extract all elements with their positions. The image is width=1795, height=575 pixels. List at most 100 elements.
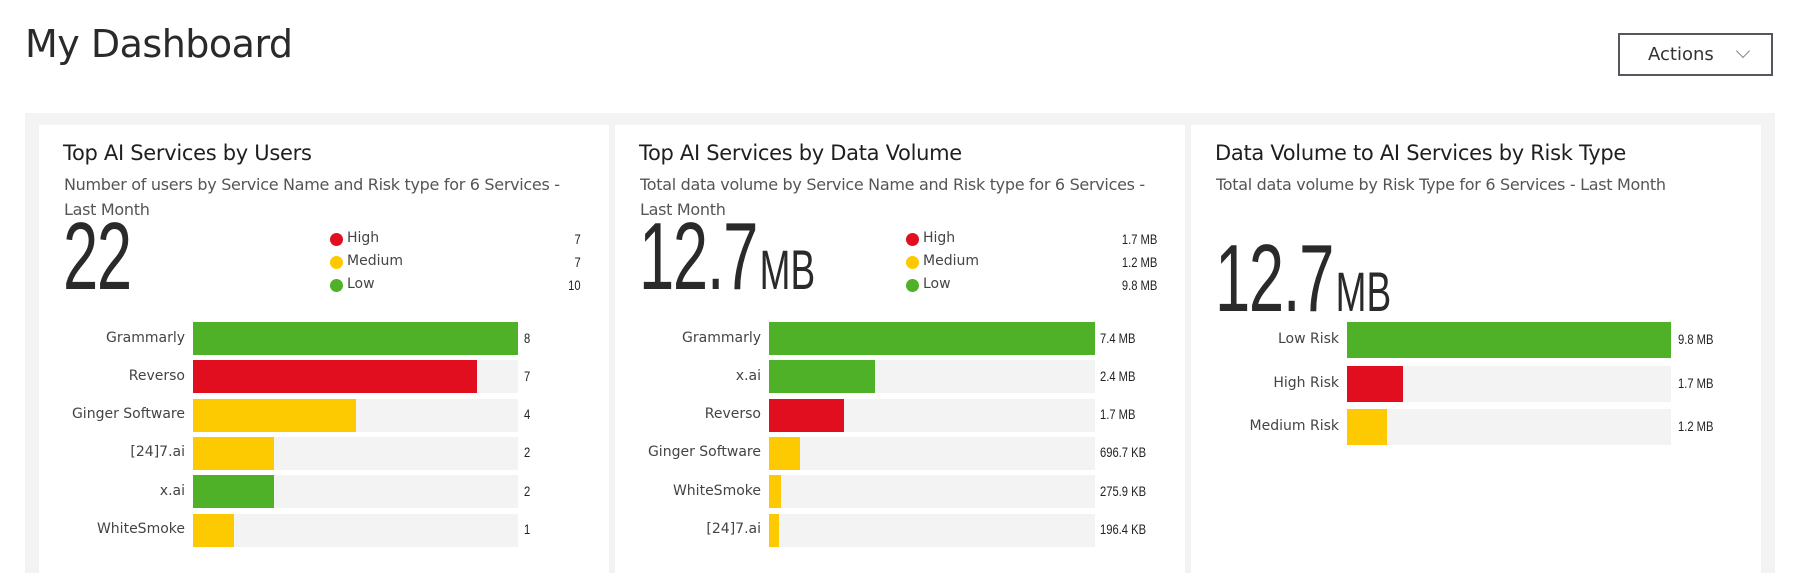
legend-value: 1.2 MB bbox=[1121, 254, 1157, 270]
medium-dot-icon bbox=[330, 256, 343, 269]
total-value: 12.7MB bbox=[639, 209, 815, 305]
bar-track[interactable] bbox=[769, 322, 1095, 355]
legend-value: 7 bbox=[574, 231, 581, 247]
bar-label: WhiteSmoke bbox=[672, 482, 761, 499]
card-title: Data Volume to AI Services by Risk Type bbox=[1215, 141, 1626, 165]
legend-label: Low bbox=[923, 276, 951, 292]
legend-label: High bbox=[923, 230, 956, 246]
bar-track[interactable] bbox=[769, 398, 1095, 432]
total-value: 12.7MB bbox=[1215, 231, 1391, 327]
bar-value-label: 1 bbox=[524, 521, 531, 537]
legend-item-high: High 7 bbox=[330, 229, 581, 252]
total-value: 22 bbox=[63, 209, 133, 305]
bar-label: Medium Risk bbox=[1249, 418, 1339, 434]
bar-track[interactable] bbox=[193, 398, 518, 432]
bar-track[interactable] bbox=[769, 513, 1095, 547]
legend-label: Low bbox=[347, 276, 375, 292]
bar-track[interactable] bbox=[193, 513, 518, 547]
bar-label: Reverso bbox=[704, 406, 761, 423]
bar--24-7-ai[interactable] bbox=[193, 436, 275, 470]
bar-label: Low Risk bbox=[1277, 331, 1339, 347]
bar-x-ai[interactable] bbox=[193, 475, 275, 509]
legend-value: 7 bbox=[574, 254, 581, 270]
card-title: Top AI Services by Data Volume bbox=[639, 141, 962, 165]
bar-x-ai[interactable] bbox=[769, 360, 875, 394]
legend-value: 9.8 MB bbox=[1121, 277, 1157, 293]
bar-track[interactable] bbox=[1347, 322, 1671, 358]
bar-value-label: 7.4 MB bbox=[1100, 329, 1136, 346]
bar-value-label: 196.4 KB bbox=[1100, 521, 1147, 537]
bar-track[interactable] bbox=[769, 360, 1095, 394]
bar-track[interactable] bbox=[193, 475, 518, 509]
bar-label: [24]7.ai bbox=[706, 521, 761, 537]
actions-label: Actions bbox=[1648, 44, 1714, 65]
total-unit: MB bbox=[759, 238, 816, 301]
total-unit: MB bbox=[1335, 260, 1392, 323]
legend: High 1.7 MB Medium 1.2 MB Low 9.8 MB bbox=[906, 229, 1157, 298]
card-subtitle: Total data volume by Risk Type for 6 Ser… bbox=[1216, 175, 1666, 194]
legend-item-medium: Medium 7 bbox=[330, 252, 581, 275]
bar-low-risk[interactable] bbox=[1347, 322, 1671, 358]
bar-track[interactable] bbox=[193, 436, 518, 470]
bar--24-7-ai[interactable] bbox=[769, 513, 779, 547]
legend: High 7 Medium 7 Low 10 bbox=[330, 229, 581, 298]
bar-high-risk[interactable] bbox=[1347, 365, 1404, 402]
bar-track[interactable] bbox=[193, 322, 518, 355]
legend-value: 1.7 MB bbox=[1121, 231, 1157, 247]
bar-value-label: 2 bbox=[524, 444, 531, 461]
bar-grammarly[interactable] bbox=[193, 322, 518, 355]
bar-value-label: 9.8 MB bbox=[1678, 331, 1714, 347]
bar-label: x.ai bbox=[735, 367, 761, 384]
bar-label: WhiteSmoke bbox=[96, 521, 185, 537]
bar-label: Grammarly bbox=[106, 329, 185, 346]
legend-label: Medium bbox=[923, 253, 979, 269]
bar-label: Reverso bbox=[128, 367, 185, 384]
bar-label: [24]7.ai bbox=[130, 444, 185, 461]
card-title: Top AI Services by Users bbox=[63, 141, 312, 165]
legend-item-medium: Medium 1.2 MB bbox=[906, 252, 1157, 275]
bar-value-label: 1.2 MB bbox=[1678, 418, 1714, 434]
bar-track[interactable] bbox=[1347, 365, 1671, 402]
bar-whitesmoke[interactable] bbox=[193, 513, 234, 547]
bar-value-label: 7 bbox=[524, 367, 531, 384]
high-dot-icon bbox=[330, 233, 343, 246]
medium-dot-icon bbox=[906, 256, 919, 269]
low-dot-icon bbox=[906, 279, 919, 292]
bar-grammarly[interactable] bbox=[769, 322, 1095, 355]
bar-value-label: 8 bbox=[524, 329, 531, 346]
bar-value-label: 2.4 MB bbox=[1100, 367, 1136, 384]
bar-ginger-software[interactable] bbox=[193, 398, 356, 432]
bar-medium-risk[interactable] bbox=[1347, 409, 1387, 445]
legend-label: High bbox=[347, 230, 380, 246]
high-dot-icon bbox=[906, 233, 919, 246]
chevron-down-icon bbox=[1735, 43, 1751, 59]
low-dot-icon bbox=[330, 279, 343, 292]
bar-track[interactable] bbox=[193, 360, 518, 394]
legend-label: Medium bbox=[347, 253, 403, 269]
total-number: 12.7 bbox=[1215, 225, 1334, 332]
legend-item-low: Low 10 bbox=[330, 275, 581, 298]
card-top-services-by-users: Top AI Services by Users Number of users… bbox=[39, 125, 609, 575]
bar-label: x.ai bbox=[159, 482, 185, 499]
bar-whitesmoke[interactable] bbox=[769, 475, 782, 509]
bar-value-label: 275.9 KB bbox=[1100, 482, 1147, 499]
card-subtitle: Number of users by Service Name and Risk… bbox=[64, 175, 560, 219]
card-top-services-by-data-volume: Top AI Services by Data Volume Total dat… bbox=[615, 125, 1185, 575]
bar-value-label: 2 bbox=[524, 482, 531, 499]
bar-label: Ginger Software bbox=[71, 406, 185, 423]
bar-track[interactable] bbox=[1347, 409, 1671, 445]
bar-reverso[interactable] bbox=[769, 398, 844, 432]
bar-track[interactable] bbox=[769, 475, 1095, 509]
total-number: 12.7 bbox=[639, 203, 758, 310]
legend-value: 10 bbox=[568, 277, 581, 293]
bar-label: Ginger Software bbox=[647, 444, 761, 461]
card-data-volume-by-risk-type: Data Volume to AI Services by Risk Type … bbox=[1191, 125, 1761, 575]
card-subtitle: Total data volume by Service Name and Ri… bbox=[640, 175, 1145, 219]
bar-reverso[interactable] bbox=[193, 360, 478, 394]
bar-value-label: 696.7 KB bbox=[1100, 444, 1147, 461]
total-number: 22 bbox=[63, 203, 132, 310]
bar-ginger-software[interactable] bbox=[769, 436, 800, 470]
bar-label: Grammarly bbox=[682, 329, 761, 346]
actions-dropdown-button[interactable]: Actions bbox=[1618, 33, 1773, 76]
bar-track[interactable] bbox=[769, 436, 1095, 470]
